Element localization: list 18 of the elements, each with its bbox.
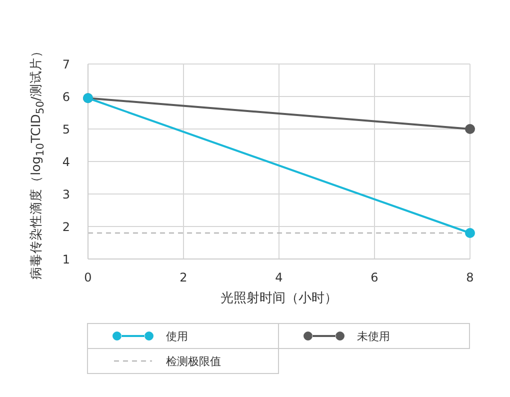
- y-tick-label: 4: [62, 154, 70, 169]
- y-tick-label: 7: [62, 57, 70, 72]
- x-tick-label: 6: [370, 270, 378, 285]
- legend-label: 未使用: [357, 328, 390, 344]
- point: [465, 228, 475, 238]
- x-tick-label: 0: [84, 270, 92, 285]
- x-tick-label: 2: [180, 270, 188, 285]
- x-tick-label: 8: [466, 270, 474, 285]
- x-tick-label: 4: [275, 270, 283, 285]
- y-tick-label: 1: [62, 252, 70, 266]
- legend-label: 使用: [166, 328, 188, 344]
- point: [465, 124, 475, 134]
- y-tick-label: 5: [62, 122, 70, 136]
- y-tick-label: 6: [62, 90, 70, 104]
- y-tick-label: 2: [62, 220, 70, 234]
- y-tick-label: 3: [62, 187, 70, 202]
- x-axis-title: 光照射时间（小时）: [220, 290, 338, 307]
- legend-label: 检测极限值: [166, 354, 221, 368]
